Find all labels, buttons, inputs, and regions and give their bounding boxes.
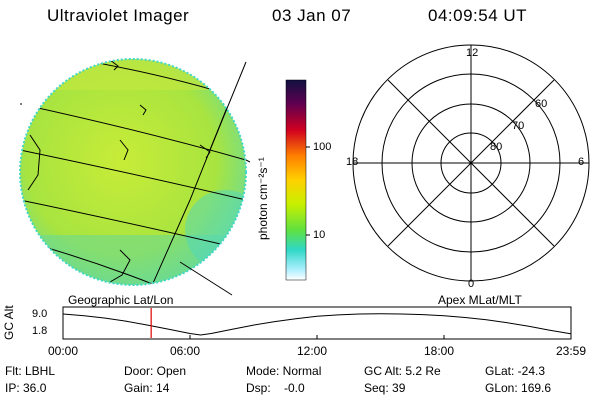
status-mode: Mode: Normal (246, 364, 322, 378)
status-flt: Flt: LBHL (5, 364, 56, 378)
mlat-label-80: 80 (490, 141, 503, 153)
status-ip: IP: 36.0 (5, 381, 47, 395)
polar-title: Apex MLat/MLT (438, 293, 522, 307)
orbit-xtick-0: 00:00 (48, 344, 79, 358)
orbit-xtick-3: 18:00 (424, 344, 455, 358)
globe-title: Geographic Lat/Lon (68, 293, 174, 307)
globe-image (19, 58, 251, 296)
colorbar-tick-10: 10 (313, 229, 326, 241)
polar-plot (352, 44, 590, 282)
mlat-label-70: 70 (512, 120, 525, 132)
status-dsp: Dsp: -0.0 (246, 381, 305, 395)
orbit-plot (62, 306, 572, 340)
status-gain: Gain: 14 (124, 381, 170, 395)
colorbar (285, 79, 310, 281)
status-seq: Seq: 39 (364, 381, 406, 395)
date-label: 03 Jan 07 (272, 6, 352, 25)
orbit-xtick-4: 23:59 (556, 344, 587, 358)
mlt-label-6: 6 (578, 156, 585, 168)
mlat-label-60: 60 (535, 98, 548, 110)
orbit-ytick-top: 9.0 (32, 308, 48, 320)
instrument-title: Ultraviolet Imager (47, 6, 190, 25)
status-gcalt: GC Alt: 5.2 Re (364, 364, 441, 378)
orbit-xtick-1: 06:00 (170, 344, 201, 358)
status-glon: GLon: 169.6 (485, 381, 552, 395)
colorbar-label: photon cm⁻²s⁻¹ (256, 157, 270, 240)
orbit-ylabel: GC Alt (2, 305, 16, 340)
orbit-ytick-bottom: 1.8 (32, 325, 48, 337)
mlt-label-0: 0 (468, 278, 475, 290)
colorbar-tick-100: 100 (313, 141, 332, 153)
orbit-xtick-2: 12:00 (297, 344, 328, 358)
mlt-label-18: 18 (346, 156, 359, 168)
time-label: 04:09:54 UT (428, 6, 528, 25)
mlt-label-12: 12 (466, 47, 479, 59)
status-glat: GLat: -24.3 (485, 364, 546, 378)
status-door: Door: Open (124, 364, 187, 378)
